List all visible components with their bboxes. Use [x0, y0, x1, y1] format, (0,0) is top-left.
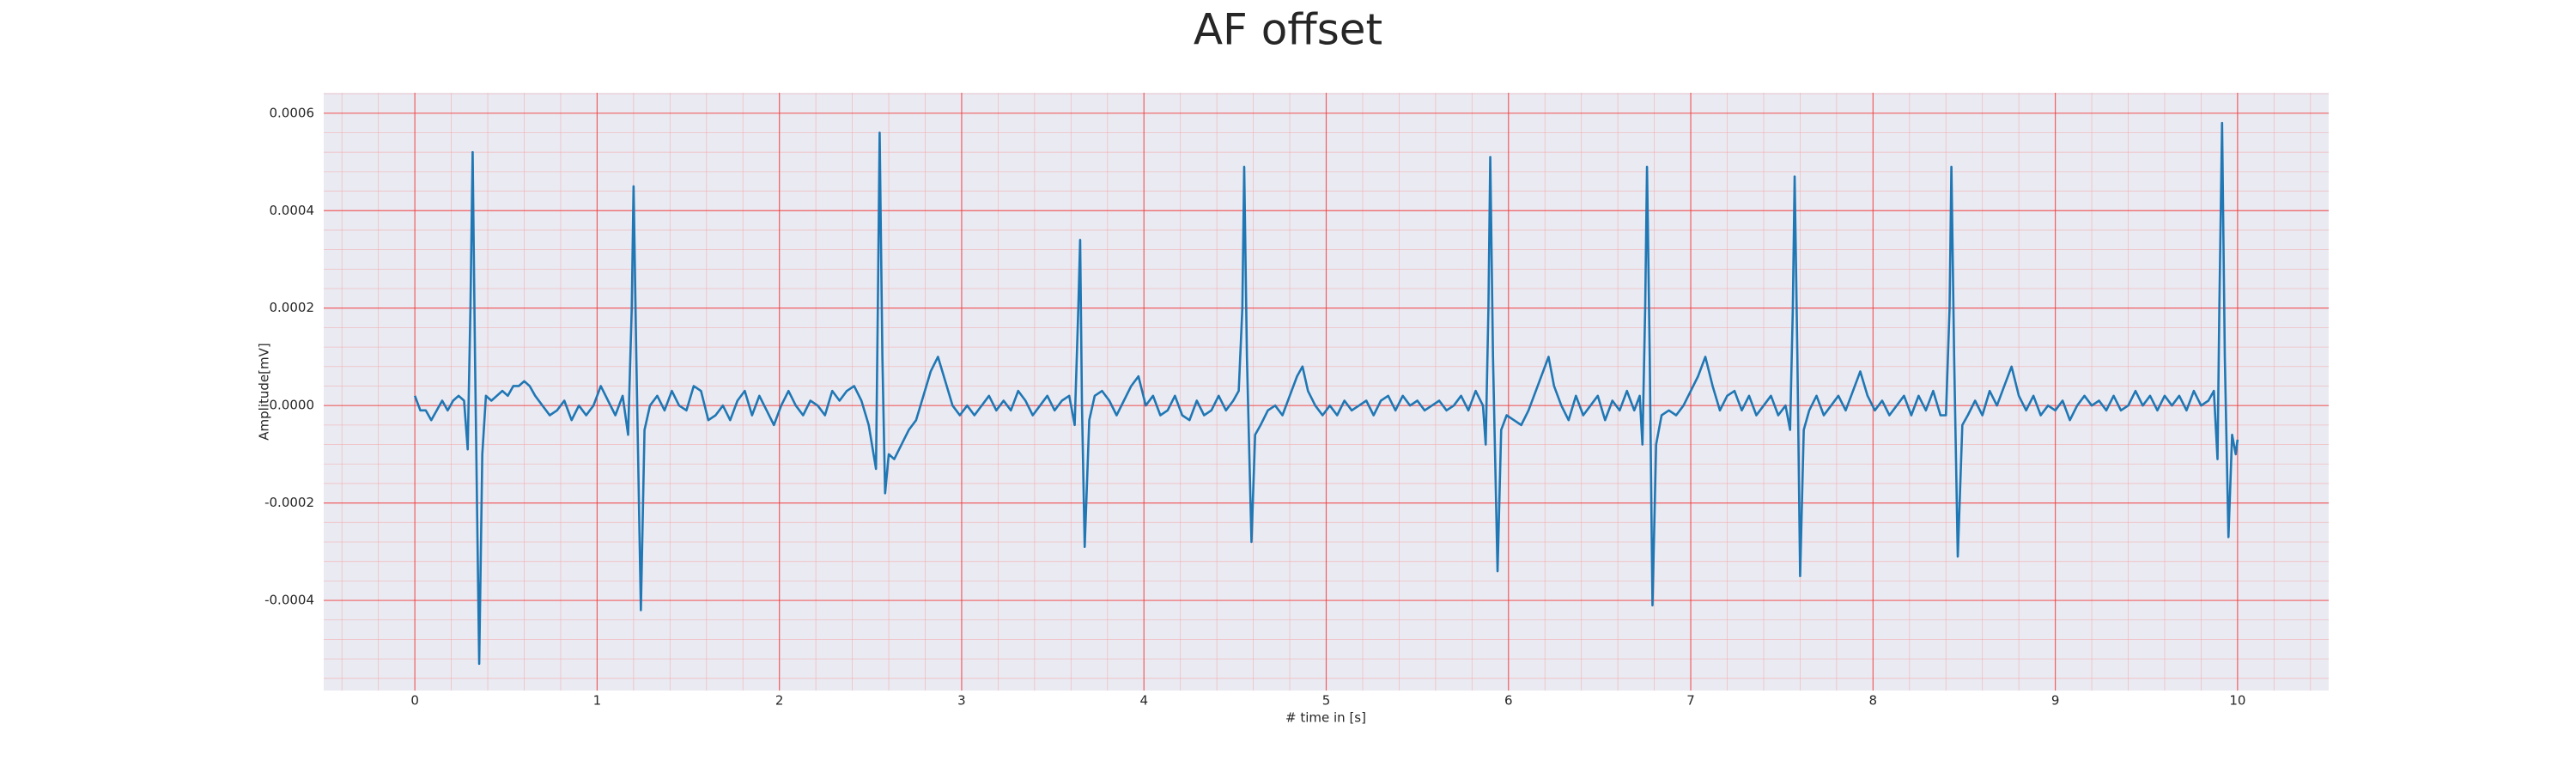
signal-line: [413, 121, 2239, 666]
y-tick-label: 0.0004: [270, 203, 315, 218]
x-tick-label: 5: [1322, 693, 1331, 709]
x-tick-label: 2: [775, 693, 784, 709]
x-axis-label: # time in [s]: [1285, 710, 1366, 726]
x-tick-label: 10: [2229, 693, 2245, 709]
y-tick-label: -0.0004: [264, 593, 314, 608]
x-tick-label: 1: [593, 693, 602, 709]
y-tick-label: -0.0002: [264, 495, 314, 510]
y-axis-label: Amplitude[mV]: [257, 343, 272, 440]
x-tick-label: 6: [1504, 693, 1513, 709]
x-tick-label: 4: [1139, 693, 1148, 709]
x-tick-label: 0: [410, 693, 419, 709]
y-tick-label: 0.0006: [270, 105, 315, 120]
x-tick-label: 3: [957, 693, 966, 709]
y-tick-label: 0.0000: [270, 398, 315, 413]
y-tick-label: 0.0002: [270, 300, 315, 315]
x-tick-label: 9: [2051, 693, 2060, 709]
x-tick-label: 8: [1869, 693, 1878, 709]
chart-title: AF offset: [1194, 5, 1382, 55]
x-tick-label: 7: [1686, 693, 1695, 709]
